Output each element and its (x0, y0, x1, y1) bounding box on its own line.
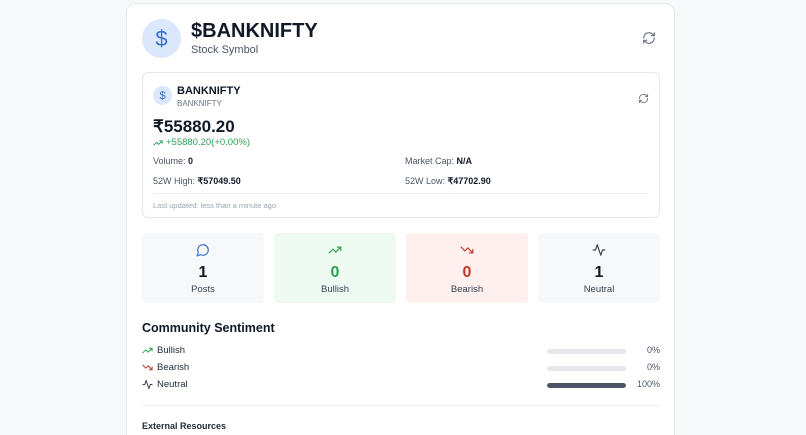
stat-box-bearish: 0 Bearish (406, 233, 528, 303)
sentiment-percent: 0% (646, 345, 660, 355)
low-stat: 52W Low: ₹47702.90 (405, 176, 491, 187)
page-subtitle: Stock Symbol (191, 44, 259, 56)
refresh-button[interactable] (641, 30, 657, 46)
sentiment-bar-fill (547, 383, 626, 388)
trending-up-icon (142, 347, 153, 354)
trending-down-icon (460, 246, 474, 254)
trending-up-icon (328, 246, 342, 254)
quote-name: BANKNIFTY (177, 85, 241, 97)
sentiment-bar (547, 383, 626, 388)
quote-change-text: +55880.20(+0.00%) (166, 137, 250, 148)
page-title: $BANKNIFTY (191, 20, 318, 42)
sentiment-bar (547, 366, 626, 371)
stat-label: Neutral (583, 284, 615, 295)
stat-box-neutral: 1 Neutral (538, 233, 660, 303)
refresh-icon (643, 32, 655, 44)
quote-code: BANKNIFTY (177, 99, 222, 108)
high-stat: 52W High: ₹57049.50 (153, 176, 241, 187)
sentiment-title: Community Sentiment (142, 321, 275, 335)
dollar-avatar: $ (142, 19, 181, 58)
sentiment-label: Bullish (157, 345, 185, 356)
external-resources-title: External Resources (142, 421, 227, 431)
activity-icon (142, 379, 153, 390)
low-label: 52W Low: (405, 176, 446, 186)
stat-box-bullish: 0 Bullish (274, 233, 396, 303)
refresh-icon (638, 93, 648, 103)
trending-up-icon (153, 139, 163, 146)
high-value: ₹57049.50 (197, 176, 241, 186)
volume-value: 0 (188, 156, 194, 166)
sentiment-row-bearish: Bearish 0% (142, 361, 660, 375)
sentiment-percent: 0% (646, 362, 660, 372)
sentiment-bar (547, 349, 626, 354)
quote-price: ₹55880.20 (153, 117, 235, 136)
activity-icon (592, 244, 606, 256)
section-divider (142, 405, 660, 406)
stock-card: $ $BANKNIFTY Stock Symbol $ BANKNIFTY BA… (126, 3, 675, 435)
sentiment-row-bullish: Bullish 0% (142, 344, 660, 358)
volume-label: Volume: (153, 156, 186, 166)
stat-value: 1 (198, 264, 208, 281)
sentiment-label: Bearish (157, 362, 190, 373)
quote-refresh-button[interactable] (637, 92, 649, 104)
market-cap-value: N/A (456, 156, 473, 166)
quote-dollar-avatar: $ (153, 86, 172, 105)
stat-value: 0 (462, 264, 472, 281)
last-updated: Last updated: less than a minute ago (153, 201, 277, 210)
stat-value: 1 (594, 264, 604, 281)
stat-label: Bullish (321, 284, 349, 295)
market-cap-stat: Market Cap: N/A (405, 156, 472, 166)
stat-label: Bearish (450, 284, 484, 295)
high-label: 52W High: (153, 176, 196, 186)
message-circle-icon (196, 244, 209, 257)
sentiment-label: Neutral (157, 379, 188, 390)
quote-divider (153, 193, 649, 194)
volume-stat: Volume: 0 (153, 156, 193, 166)
quote-change: +55880.20(+0.00%) (153, 137, 250, 148)
stat-label: Posts (191, 284, 215, 295)
market-cap-label: Market Cap: (405, 156, 455, 166)
stat-value: 0 (330, 264, 340, 281)
sentiment-percent: 100% (636, 379, 660, 389)
sentiment-row-neutral: Neutral 100% (142, 378, 660, 392)
quote-panel: $ BANKNIFTY BANKNIFTY ₹55880.20 +55880.2… (142, 72, 660, 218)
trending-down-icon (142, 364, 153, 371)
stat-box-posts: 1 Posts (142, 233, 264, 303)
low-value: ₹47702.90 (447, 176, 491, 186)
